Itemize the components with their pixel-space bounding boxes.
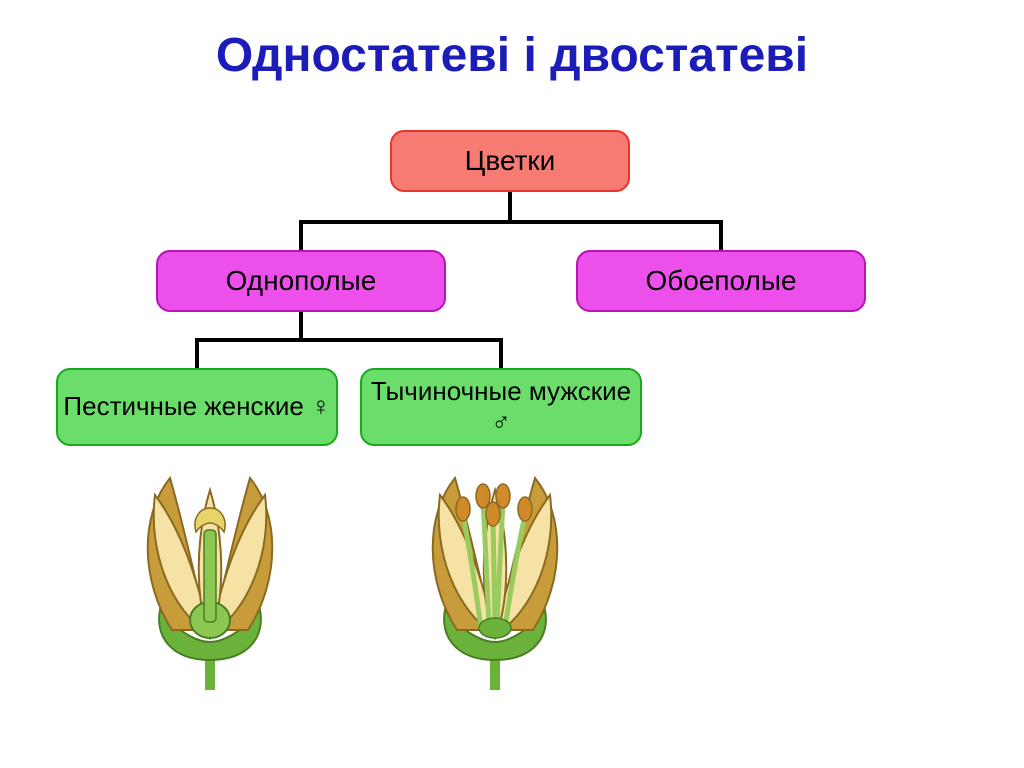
flower-male-icon [380, 460, 610, 690]
node-bisexual-label: Обоеполые [645, 264, 796, 298]
node-root: Цветки [390, 130, 630, 192]
node-bisexual: Обоеполые [576, 250, 866, 312]
flower-female-icon [100, 460, 320, 690]
node-staminate-label: Тычиночные мужские ♂ [362, 376, 640, 438]
node-pistillate: Пестичные женские ♀ [56, 368, 338, 446]
node-pistillate-label: Пестичные женские ♀ [63, 391, 330, 422]
node-unisexual-label: Однополые [226, 264, 377, 298]
node-root-label: Цветки [465, 144, 556, 178]
node-staminate: Тычиночные мужские ♂ [360, 368, 642, 446]
page-title: Одностатеві і двостатеві [0, 0, 1024, 83]
node-unisexual: Однополые [156, 250, 446, 312]
